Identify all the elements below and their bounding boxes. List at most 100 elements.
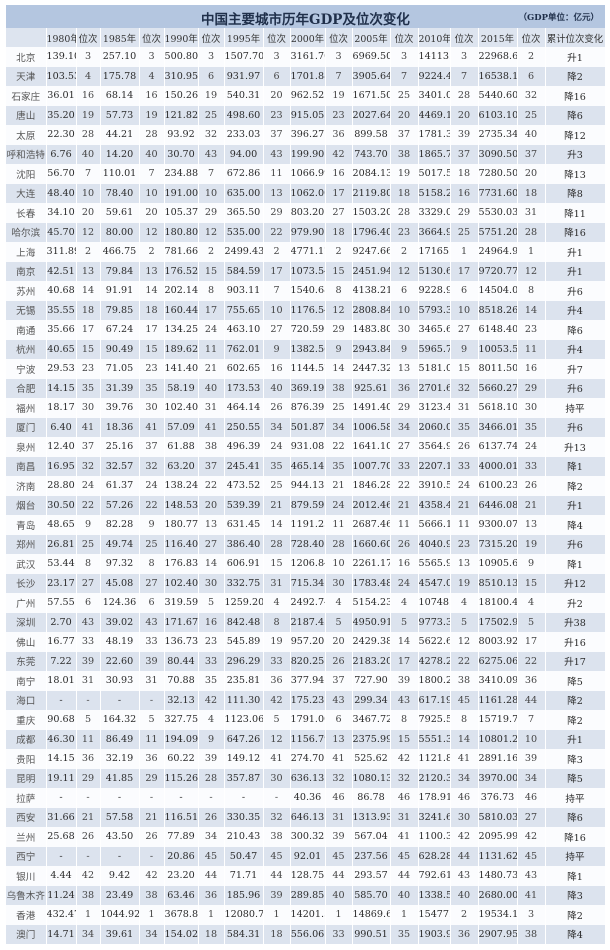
rank-cell: 21 xyxy=(517,495,546,515)
gdp-cell: 728.40 xyxy=(290,534,326,554)
gdp-cell: 141.40 xyxy=(164,359,199,379)
gdp-cell: 45.08 xyxy=(100,573,140,593)
rank-cell: 25 xyxy=(325,398,353,418)
gdp-cell: 36.01 xyxy=(46,86,77,106)
rank-cell: 14 xyxy=(76,281,101,301)
gdp-cell: 5965.71 xyxy=(418,339,451,359)
rank-cell: 3 xyxy=(517,905,546,925)
gdp-cell: 202.14 xyxy=(164,281,199,301)
gdp-cell: 5551.33 xyxy=(418,729,451,749)
rank-cell: 22 xyxy=(139,495,165,515)
table-body: 北京139.103257.103500.8031507.7033161.7036… xyxy=(6,47,606,944)
gdp-cell: 3466.01 xyxy=(478,417,518,437)
city-cell: 太原 xyxy=(6,125,47,145)
gdp-cell: 14.15 xyxy=(46,749,77,769)
rank-cell: 18 xyxy=(263,924,291,944)
gdp-cell: 23.49 xyxy=(100,885,140,905)
city-cell: 重庆 xyxy=(6,710,47,730)
rank-cell: 19 xyxy=(263,632,291,652)
gdp-cell: 1123.06 xyxy=(224,710,264,730)
city-cell: 贵阳 xyxy=(6,749,47,769)
gdp-cell: 377.94 xyxy=(290,671,326,691)
gdp-cell: 584.59 xyxy=(224,261,264,281)
rank-cell: 8 xyxy=(198,281,225,301)
table-row: 成都46.301186.4911194.099647.26121156.7913… xyxy=(6,729,606,749)
city-cell: 广州 xyxy=(6,593,47,613)
rank-cell: 13 xyxy=(76,261,101,281)
rank-cell: 27 xyxy=(450,320,479,340)
gdp-table-container: 中国主要城市历年GDP及位次变化 （GDP单位：亿元） 1980年位次1985年… xyxy=(6,5,606,944)
rank-cell: 21 xyxy=(139,807,165,827)
gdp-cell: 5810.03 xyxy=(478,807,518,827)
rank-cell: 6 xyxy=(325,710,353,730)
rank-cell: 41 xyxy=(139,417,165,437)
rank-cell: 1 xyxy=(76,905,101,925)
rank-cell: 12 xyxy=(450,632,479,652)
rank-cell: 40 xyxy=(198,378,225,398)
gdp-cell: 6446.08 xyxy=(478,495,518,515)
rank-cell: 3 xyxy=(76,47,101,67)
rank-cell: 5 xyxy=(263,710,291,730)
rank-cell: 15 xyxy=(325,261,353,281)
rank-cell: 16 xyxy=(517,359,546,379)
rank-cell: 4 xyxy=(263,593,291,613)
gdp-cell: 496.39 xyxy=(224,437,264,457)
rank-cell: 4 xyxy=(76,66,101,86)
gdp-cell: 18100.41 xyxy=(478,593,518,613)
gdp-cell: 6275.06 xyxy=(478,651,518,671)
rank-cell: - xyxy=(198,788,225,808)
gdp-cell: 31.39 xyxy=(100,378,140,398)
gdp-cell: 293.57 xyxy=(352,866,391,886)
gdp-cell: 915.05 xyxy=(290,105,326,125)
gdp-cell: 22.60 xyxy=(100,651,140,671)
gdp-cell: 2120.30 xyxy=(418,768,451,788)
gdp-cell: 4771.17 xyxy=(290,242,326,262)
rank-cell: 23 xyxy=(139,359,165,379)
rank-cell: 31 xyxy=(263,573,291,593)
rank-cell: 38 xyxy=(450,671,479,691)
city-cell: 宁波 xyxy=(6,359,47,379)
rank-cell: 14 xyxy=(325,359,353,379)
rank-cell: 31 xyxy=(76,671,101,691)
gdp-cell: 57.73 xyxy=(100,105,140,125)
rank-cell: 5 xyxy=(390,612,419,632)
rank-cell: 25 xyxy=(517,105,546,125)
rank-cell: 27 xyxy=(517,807,546,827)
gdp-cell: 9224.46 xyxy=(418,66,451,86)
rank-change-cell: 降4 xyxy=(545,515,606,535)
gdp-cell: 14201.59 xyxy=(290,905,326,925)
gdp-cell: 2429.38 xyxy=(352,632,391,652)
rank-cell: 14 xyxy=(139,281,165,301)
rank-cell: 24 xyxy=(263,437,291,457)
rank-cell: 28 xyxy=(450,86,479,106)
rank-cell: 25 xyxy=(390,86,419,106)
rank-cell: 27 xyxy=(76,573,101,593)
rank-cell: 14 xyxy=(450,729,479,749)
rank-cell: 14 xyxy=(517,300,546,320)
rank-cell: 5 xyxy=(325,612,353,632)
gdp-cell: 1903.99 xyxy=(418,924,451,944)
rank-cell: 13 xyxy=(450,554,479,574)
gdp-cell: 80.00 xyxy=(100,222,140,242)
rank-cell: 6 xyxy=(450,281,479,301)
gdp-cell: 957.20 xyxy=(290,632,326,652)
gdp-cell: 43.50 xyxy=(100,827,140,847)
gdp-cell: 14.20 xyxy=(100,144,140,164)
rank-change-cell: 降6 xyxy=(545,105,606,125)
gdp-cell: 1176.54 xyxy=(290,300,326,320)
rank-cell: 37 xyxy=(450,144,479,164)
gdp-cell: 2891.16 xyxy=(478,749,518,769)
rank-cell: 25 xyxy=(263,476,291,496)
rank-cell: 25 xyxy=(450,222,479,242)
rank-cell: 22 xyxy=(450,651,479,671)
gdp-cell: 9300.07 xyxy=(478,515,518,535)
gdp-cell: 2119.80 xyxy=(352,183,391,203)
gdp-cell: 1796.40 xyxy=(352,222,391,242)
gdp-cell: 792.61 xyxy=(418,866,451,886)
gdp-cell: 138.24 xyxy=(164,476,199,496)
gdp-cell: 24964.99 xyxy=(478,242,518,262)
rank-cell: 3 xyxy=(450,47,479,67)
gdp-cell: 6137.74 xyxy=(478,437,518,457)
gdp-cell: 57.58 xyxy=(100,807,140,827)
gdp-cell: 173.53 xyxy=(224,378,264,398)
